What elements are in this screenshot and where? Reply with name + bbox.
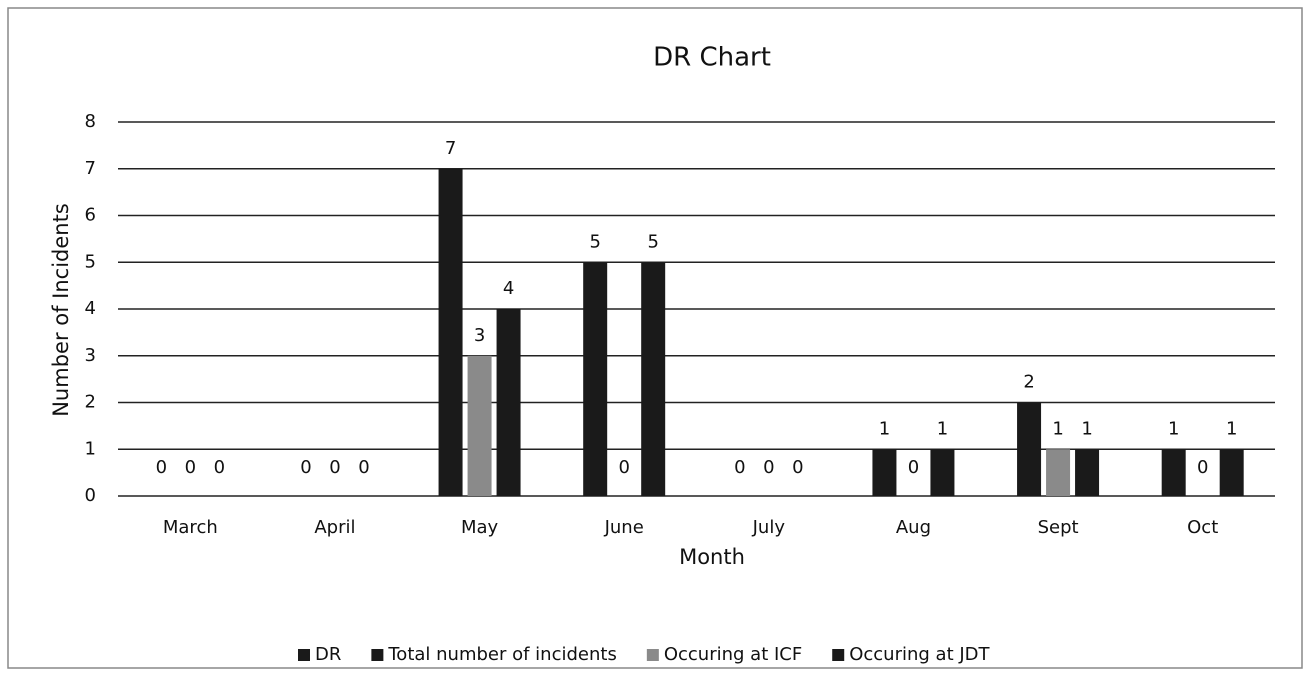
x-tick-label: July (752, 517, 786, 538)
data-label: 5 (589, 231, 600, 252)
data-label: 1 (1168, 418, 1179, 439)
data-label: 0 (908, 457, 919, 478)
data-label: 0 (329, 457, 340, 478)
data-label: 1 (1052, 418, 1063, 439)
data-label: 0 (156, 457, 167, 478)
chart-border (7, 7, 1303, 669)
x-tick-label: June (604, 517, 644, 538)
legend-marker (371, 649, 384, 661)
bar (1219, 449, 1244, 496)
legend-marker (832, 649, 845, 661)
bar (1075, 449, 1100, 496)
x-tick-label: Oct (1187, 517, 1218, 538)
data-label: 0 (792, 457, 803, 478)
y-tick-label: 4 (85, 298, 96, 319)
data-label: 5 (647, 231, 658, 252)
bar (467, 355, 492, 496)
data-label: 0 (734, 457, 745, 478)
data-label: 0 (763, 457, 774, 478)
y-tick-label: 3 (85, 345, 96, 366)
x-tick-label: Sept (1038, 517, 1079, 538)
y-tick-label: 1 (85, 438, 96, 459)
data-label: 1 (1081, 418, 1092, 439)
bar (930, 449, 955, 496)
x-tick-label: Aug (896, 517, 931, 538)
data-label: 0 (300, 457, 311, 478)
x-axis-title: Month (679, 545, 745, 569)
y-axis-title: Number of Incidents (49, 203, 73, 417)
bar (1046, 449, 1071, 496)
bar (1017, 402, 1042, 496)
bar (872, 449, 897, 496)
data-label: 0 (1197, 457, 1208, 478)
data-label: 7 (445, 138, 456, 159)
data-label: 3 (474, 325, 485, 346)
y-tick-label: 2 (85, 392, 96, 413)
legend-label: DR (315, 644, 341, 665)
legend-marker (298, 649, 310, 661)
legend-label: Occuring at JDT (849, 644, 990, 665)
x-tick-label: April (314, 517, 355, 538)
bar (583, 262, 608, 496)
data-label: 0 (214, 457, 225, 478)
y-tick-label: 8 (85, 111, 96, 132)
bar (438, 168, 463, 496)
legend-label: Total number of incidents (387, 644, 616, 665)
x-tick-label: March (163, 517, 218, 538)
data-label: 2 (1023, 372, 1034, 393)
data-label: 1 (879, 418, 890, 439)
data-label: 0 (618, 457, 629, 478)
bar (1161, 449, 1186, 496)
data-label: 1 (1226, 418, 1237, 439)
data-label: 4 (503, 278, 514, 299)
y-tick-label: 5 (85, 251, 96, 272)
legend-marker (646, 649, 659, 661)
y-tick-label: 0 (85, 485, 96, 506)
data-label: 0 (358, 457, 369, 478)
data-label: 1 (937, 418, 948, 439)
chart-title: DR Chart (653, 43, 771, 73)
x-tick-label: May (461, 517, 499, 538)
y-tick-label: 6 (85, 205, 96, 226)
bar (641, 262, 666, 496)
data-label: 0 (185, 457, 196, 478)
y-tick-label: 7 (85, 158, 96, 179)
bar (496, 309, 521, 496)
legend-label: Occuring at ICF (664, 644, 802, 665)
